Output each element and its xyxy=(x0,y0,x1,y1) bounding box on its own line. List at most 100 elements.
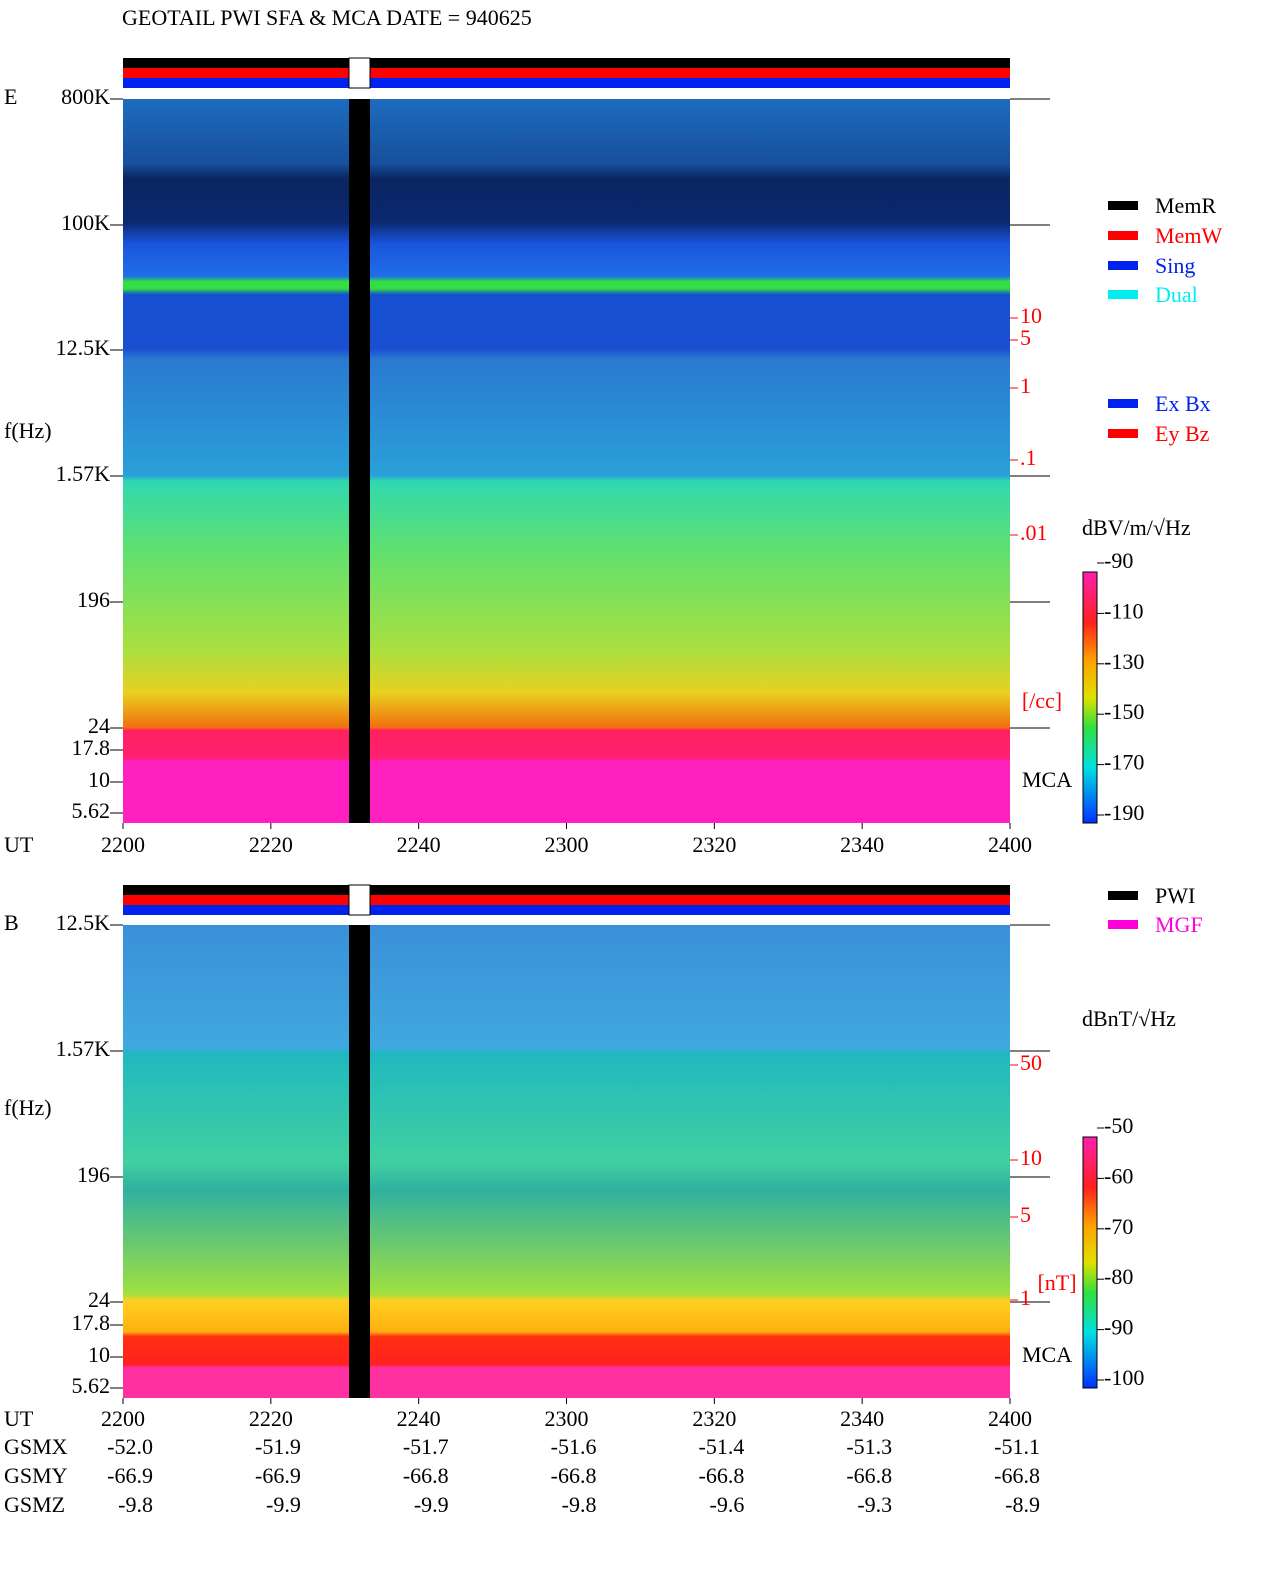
orbit-value: -66.8 xyxy=(846,1463,892,1488)
right-scale-label: 5 xyxy=(1020,325,1031,350)
mode-bar xyxy=(123,58,1010,68)
colorbar-tick-label: -60 xyxy=(1104,1163,1133,1188)
orbit-value: -51.9 xyxy=(255,1434,301,1459)
orbit-value: -66.8 xyxy=(994,1463,1040,1488)
orbit-value: -66.9 xyxy=(107,1463,153,1488)
legend-swatch xyxy=(1108,920,1138,929)
right-scale-label: .01 xyxy=(1020,520,1048,545)
orbit-value: -52.0 xyxy=(107,1434,153,1459)
orbit-value: -9.9 xyxy=(414,1492,449,1517)
mode-bar xyxy=(123,895,1010,905)
x-tick-label: 2320 xyxy=(692,832,736,857)
right-scale-label: .1 xyxy=(1020,445,1037,470)
colorbar-unit: dBV/m/√Hz xyxy=(1082,515,1191,540)
x-tick-label: 2340 xyxy=(840,832,884,857)
x-tick-label: 2320 xyxy=(692,1406,736,1431)
orbit-value: -51.7 xyxy=(403,1434,449,1459)
x-axis-label: UT xyxy=(4,832,34,857)
right-scale-label: 10 xyxy=(1020,303,1042,328)
orbit-value: -66.8 xyxy=(699,1463,745,1488)
right-scale-unit: [/cc] xyxy=(1022,688,1062,713)
page-title: GEOTAIL PWI SFA & MCA DATE = 940625 xyxy=(122,5,532,30)
legend-swatch xyxy=(1108,891,1138,900)
mca-label: MCA xyxy=(1022,1342,1072,1367)
right-scale-label: 1 xyxy=(1020,1285,1031,1310)
orbit-value: -9.9 xyxy=(266,1492,301,1517)
colorbar-tick-label: -100 xyxy=(1104,1365,1144,1390)
legend-label: MemW xyxy=(1155,223,1222,248)
legend-swatch xyxy=(1108,290,1138,299)
orbit-value: -8.9 xyxy=(1005,1492,1040,1517)
colorbar-tick-label: -90 xyxy=(1104,1315,1133,1340)
orbit-name: GSMX xyxy=(4,1434,68,1459)
orbit-value: -9.3 xyxy=(857,1492,892,1517)
x-tick-label: 2300 xyxy=(545,832,589,857)
colorbar-tick-label: -70 xyxy=(1104,1214,1133,1239)
legend-swatch xyxy=(1108,261,1138,270)
mode-bar-gap xyxy=(348,57,371,89)
data-gap xyxy=(349,925,370,1398)
x-tick-label: 2240 xyxy=(397,832,441,857)
orbit-value: -51.3 xyxy=(846,1434,892,1459)
y-tick-label: 24 xyxy=(88,713,110,738)
y-tick-label: 5.62 xyxy=(72,1373,111,1398)
orbit-value: -9.8 xyxy=(118,1492,153,1517)
colorbar-tick-label: -80 xyxy=(1104,1264,1133,1289)
y-tick-label: 196 xyxy=(77,587,110,612)
colorbar xyxy=(1082,1136,1098,1389)
orbit-name: GSMZ xyxy=(4,1492,65,1517)
legend-label: Ey Bz xyxy=(1155,421,1210,446)
right-scale-label: 1 xyxy=(1020,373,1031,398)
y-tick-label: 12.5K xyxy=(56,910,111,935)
y-tick-label: 100K xyxy=(61,210,110,235)
y-tick-label: 800K xyxy=(61,84,110,109)
y-tick-label: 10 xyxy=(88,1342,110,1367)
x-tick-label: 2340 xyxy=(840,1406,884,1431)
y-tick-label: 5.62 xyxy=(72,798,111,823)
y-tick-label: 17.8 xyxy=(72,1310,111,1335)
orbit-value: -66.9 xyxy=(255,1463,301,1488)
orbit-name: GSMY xyxy=(4,1463,68,1488)
legend-label: MGF xyxy=(1155,912,1203,937)
orbit-value: -66.8 xyxy=(403,1463,449,1488)
orbit-value: -66.8 xyxy=(551,1463,597,1488)
spectrogram xyxy=(123,99,1010,823)
right-scale-label: 5 xyxy=(1020,1202,1031,1227)
y-tick-label: 1.57K xyxy=(56,461,111,486)
colorbar-tick-label: -190 xyxy=(1104,800,1144,825)
colorbar-tick-label: -90 xyxy=(1104,548,1133,573)
x-tick-label: 2240 xyxy=(397,1406,441,1431)
x-tick-label: 2200 xyxy=(101,832,145,857)
right-scale-label: 10 xyxy=(1020,1145,1042,1170)
panel-label: E xyxy=(4,84,17,109)
legend-label: PWI xyxy=(1155,883,1195,908)
orbit-value: -9.8 xyxy=(562,1492,597,1517)
colorbar-tick-label: -110 xyxy=(1104,598,1144,623)
colorbar-tick-label: -50 xyxy=(1104,1113,1133,1138)
y-tick-label: 12.5K xyxy=(56,335,111,360)
x-tick-label: 2400 xyxy=(988,832,1032,857)
x-tick-label: 2220 xyxy=(249,1406,293,1431)
orbit-value: -51.1 xyxy=(994,1434,1040,1459)
colorbar-tick-label: -170 xyxy=(1104,750,1144,775)
y-tick-label: 10 xyxy=(88,767,110,792)
mode-bar xyxy=(123,78,1010,88)
x-tick-label: 2220 xyxy=(249,832,293,857)
y-axis-label: f(Hz) xyxy=(4,418,52,443)
colorbar-tick-label: -130 xyxy=(1104,649,1144,674)
legend-swatch xyxy=(1108,429,1138,438)
mode-bar xyxy=(123,68,1010,78)
x-tick-label: 2200 xyxy=(101,1406,145,1431)
panel-label: B xyxy=(4,910,19,935)
y-tick-label: 196 xyxy=(77,1162,110,1187)
orbit-value: -51.6 xyxy=(551,1434,597,1459)
legend-label: Sing xyxy=(1155,253,1195,278)
legend-label: Ex Bx xyxy=(1155,391,1211,416)
legend-swatch xyxy=(1108,231,1138,240)
mode-bar-gap xyxy=(348,884,371,916)
legend-swatch xyxy=(1108,399,1138,408)
legend-label: Dual xyxy=(1155,282,1198,307)
legend-label: MemR xyxy=(1155,193,1216,218)
mode-bar xyxy=(123,885,1010,895)
